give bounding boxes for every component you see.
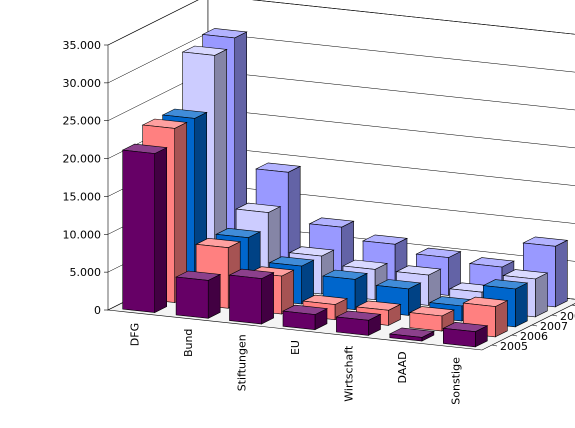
x-tick-label: EU [289,340,302,355]
bar [228,268,275,325]
bar-side [534,272,548,318]
bar-front [122,149,155,313]
bar-side [154,147,167,314]
y-tick-label: 30.000 [63,77,102,90]
gridline [107,0,575,46]
bars [121,28,569,348]
bar-front [389,333,423,342]
x-tick-label: Bund [182,329,195,357]
x-tick-label: Wirtschaft [342,345,355,402]
depth-tick-label: 2006 [520,330,548,343]
bar-side [261,272,274,325]
x-tick-label: DFG [129,323,142,346]
bar-front [336,316,369,336]
x-tick-labels: DFG Bund Stiftungen EU Wirtschaft DAAD Sonstig… [129,323,463,405]
bar-front [175,276,209,319]
y-tick-label: 10.000 [63,228,102,241]
bar-side [207,273,221,319]
bar [281,304,329,331]
bar-side [554,239,568,308]
depth-tick-label: 2005 [500,340,528,353]
y-tick-label: 35.000 [63,39,102,52]
x-tick-label: Sonstige [449,357,462,405]
bar [388,327,435,342]
bar-side [494,300,508,338]
bar [335,310,382,336]
y-tick-label: 25.000 [63,115,102,128]
depth-tick-label: 2008 [560,310,575,323]
bar-side [514,282,528,328]
bar-front [442,327,476,348]
depth-tick-labels: 20052006200720082009 [491,304,575,353]
y-tick-label: 5.000 [70,266,102,279]
depth-tick-mark [551,314,558,317]
bar [442,321,489,348]
y-tick-label: 0 [94,304,101,317]
y-tick-label: 15.000 [63,190,102,203]
depth-tick-mark [531,324,538,327]
bar [175,270,222,319]
y-tick-labels: 0 5.000 10.000 15.000 20.000 25.000 30.000 35.0… [63,39,108,317]
bar-front [229,274,262,325]
x-tick-label: Stiftungen [236,334,249,391]
x-tick-label: DAAD [396,351,409,383]
y-tick-label: 20.000 [63,153,102,166]
depth-tick-mark [491,344,498,347]
depth-tick-label: 2007 [540,320,568,333]
bar-front [409,312,443,332]
bar-front [282,310,316,331]
depth-tick-mark [511,334,518,337]
bar [121,143,168,314]
